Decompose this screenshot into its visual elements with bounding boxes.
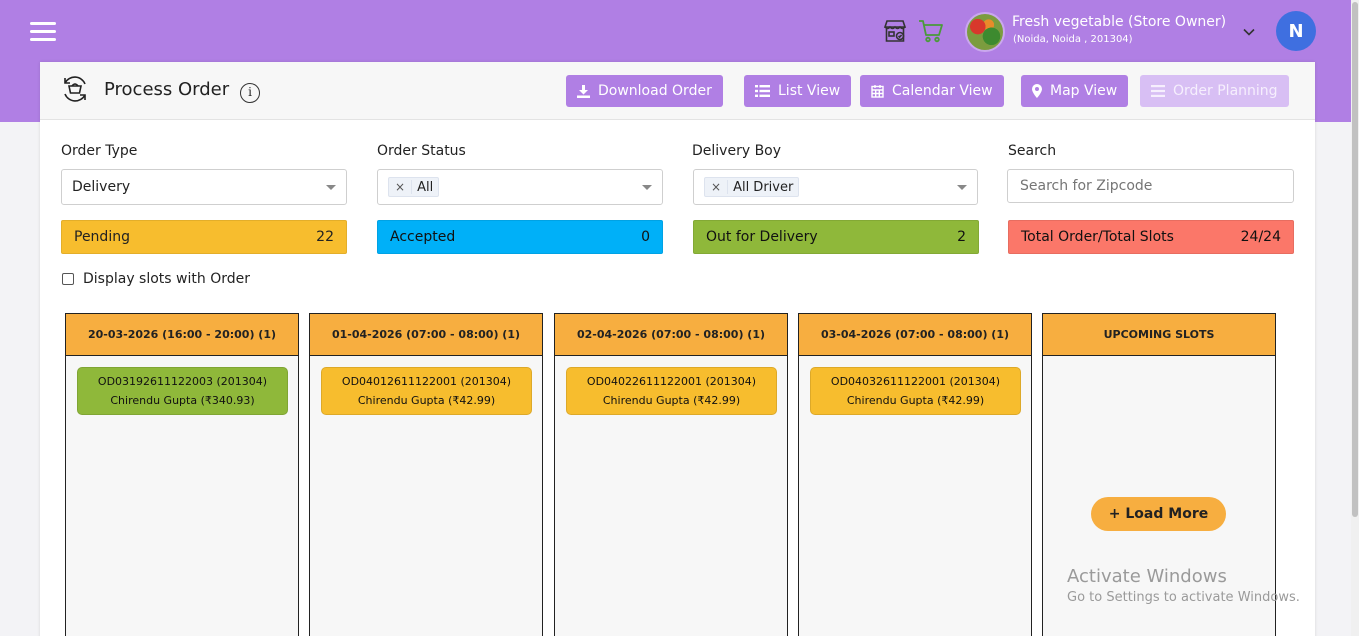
user-avatar[interactable]: N <box>1276 11 1316 51</box>
zipcode-search-input[interactable] <box>1007 169 1294 203</box>
order-id: OD04012611122001 (201304) <box>341 375 512 388</box>
process-order-icon <box>60 74 90 108</box>
display-slots-checkbox[interactable] <box>62 273 74 285</box>
scrollbar-thumb[interactable] <box>1352 2 1358 517</box>
slot-header: 20-03-2026 (16:00 - 20:00) (1) <box>66 314 298 356</box>
order-planning-label: Order Planning <box>1173 83 1278 99</box>
caret-down-icon <box>957 185 967 190</box>
order-type-select[interactable]: Delivery <box>61 169 347 205</box>
pending-label: Pending <box>74 229 130 245</box>
slot-header: 03-04-2026 (07:00 - 08:00) (1) <box>799 314 1031 356</box>
windows-activation-watermark: Activate Windows Go to Settings to activ… <box>1067 566 1300 605</box>
calendar-icon <box>871 85 884 98</box>
calendar-view-button[interactable]: Calendar View <box>860 75 1004 107</box>
pending-count: 22 <box>316 229 334 245</box>
order-type-label: Order Type <box>61 143 138 159</box>
order-customer: Chirendu Gupta (₹42.99) <box>357 394 496 407</box>
total-slots-stat[interactable]: Total Order/Total Slots 24/24 <box>1008 220 1294 254</box>
watermark-title: Activate Windows <box>1067 566 1227 587</box>
slot-column: 02-04-2026 (07:00 - 08:00) (1) OD0402261… <box>554 313 788 636</box>
slot-column: 20-03-2026 (16:00 - 20:00) (1) OD0319261… <box>65 313 299 636</box>
caret-down-icon <box>642 185 652 190</box>
order-card[interactable]: OD04032611122001 (201304) Chirendu Gupta… <box>810 367 1021 415</box>
list-icon <box>755 85 770 97</box>
card-header: Process Order i Download Order List View… <box>40 62 1315 120</box>
caret-down-icon <box>326 185 336 190</box>
order-status-tag: × All <box>388 177 440 197</box>
accepted-label: Accepted <box>390 229 456 245</box>
order-id: OD03192611122003 (201304) <box>97 375 268 388</box>
search-label: Search <box>1008 143 1057 159</box>
accepted-stat[interactable]: Accepted 0 <box>377 220 663 254</box>
order-id: OD04022611122001 (201304) <box>586 375 757 388</box>
total-slots-label: Total Order/Total Slots <box>1021 229 1174 245</box>
out-for-delivery-stat[interactable]: Out for Delivery 2 <box>693 220 979 254</box>
order-customer: Chirendu Gupta (₹340.93) <box>110 394 255 407</box>
download-order-label: Download Order <box>598 83 712 99</box>
download-order-button[interactable]: Download Order <box>566 75 723 107</box>
slot-column: 01-04-2026 (07:00 - 08:00) (1) OD0401261… <box>309 313 543 636</box>
remove-tag-icon[interactable]: × <box>389 180 413 194</box>
total-slots-count: 24/24 <box>1240 229 1281 245</box>
order-customer: Chirendu Gupta (₹42.99) <box>846 394 985 407</box>
list-view-label: List View <box>778 83 841 99</box>
order-type-value: Delivery <box>72 179 131 195</box>
map-view-label: Map View <box>1050 83 1118 99</box>
watermark-subtitle: Go to Settings to activate Windows. <box>1067 590 1300 605</box>
order-status-label: Order Status <box>377 143 466 159</box>
order-status-select[interactable]: × All <box>377 169 663 205</box>
map-pin-icon <box>1032 84 1042 98</box>
accepted-count: 0 <box>641 229 650 245</box>
menu-icon[interactable] <box>30 22 56 42</box>
store-location: (Noida, Noida , 201304) <box>1013 34 1133 45</box>
out-for-delivery-count: 2 <box>957 229 966 245</box>
remove-tag-icon[interactable]: × <box>705 180 729 194</box>
store-name[interactable]: Fresh vegetable (Store Owner) <box>1012 14 1227 30</box>
pending-stat[interactable]: Pending 22 <box>61 220 347 254</box>
page-scrollbar[interactable] <box>1351 0 1359 636</box>
delivery-boy-tag: × All Driver <box>704 177 800 197</box>
order-customer: Chirendu Gupta (₹42.99) <box>602 394 741 407</box>
order-card[interactable]: OD04012611122001 (201304) Chirendu Gupta… <box>321 367 532 415</box>
page-title: Process Order <box>104 79 230 100</box>
store-avatar[interactable] <box>965 12 1005 52</box>
chevron-down-icon[interactable] <box>1242 24 1256 38</box>
slot-column: 03-04-2026 (07:00 - 08:00) (1) OD0403261… <box>798 313 1032 636</box>
process-order-card: Process Order i Download Order List View… <box>40 62 1315 636</box>
display-slots-label: Display slots with Order <box>83 271 250 287</box>
download-icon <box>577 84 590 98</box>
upcoming-slots-column: UPCOMING SLOTS <box>1042 313 1276 636</box>
slot-header: 01-04-2026 (07:00 - 08:00) (1) <box>310 314 542 356</box>
map-view-button[interactable]: Map View <box>1021 75 1129 107</box>
slot-header: 02-04-2026 (07:00 - 08:00) (1) <box>555 314 787 356</box>
delivery-boy-label: Delivery Boy <box>692 143 782 159</box>
order-card[interactable]: OD04022611122001 (201304) Chirendu Gupta… <box>566 367 777 415</box>
display-slots-toggle[interactable]: Display slots with Order <box>62 271 250 287</box>
delivery-boy-select[interactable]: × All Driver <box>693 169 978 205</box>
slot-header: UPCOMING SLOTS <box>1043 314 1275 356</box>
order-card[interactable]: OD03192611122003 (201304) Chirendu Gupta… <box>77 367 288 415</box>
planning-icon <box>1151 85 1165 97</box>
list-view-button[interactable]: List View <box>744 75 852 107</box>
cart-icon[interactable] <box>918 18 944 48</box>
info-icon[interactable]: i <box>240 83 260 103</box>
store-icon[interactable] <box>882 18 908 48</box>
order-planning-button[interactable]: Order Planning <box>1140 75 1289 107</box>
out-for-delivery-label: Out for Delivery <box>706 229 818 245</box>
calendar-view-label: Calendar View <box>892 83 993 99</box>
load-more-button[interactable]: + Load More <box>1091 497 1226 531</box>
order-status-tag-label: All <box>417 179 434 195</box>
order-id: OD04032611122001 (201304) <box>830 375 1001 388</box>
delivery-boy-tag-label: All Driver <box>733 179 794 195</box>
